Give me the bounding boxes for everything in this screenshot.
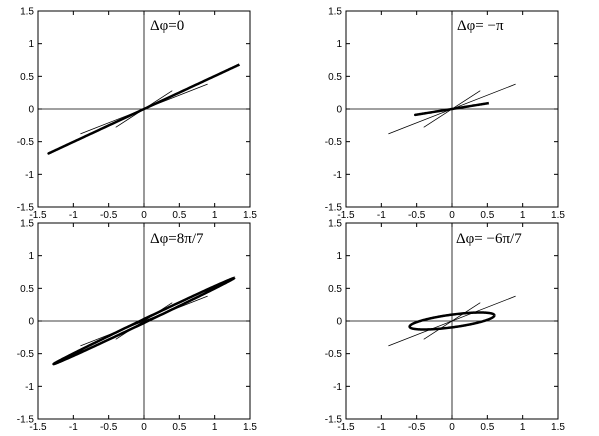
y-tick-label: -1 — [25, 382, 34, 393]
y-tick-label: 1.5 — [328, 7, 342, 18]
panel-title: Δφ=8π/7 — [150, 231, 204, 247]
y-tick-label: -1.5 — [17, 415, 35, 426]
y-tick-label: 1 — [28, 39, 34, 50]
x-tick-label: 0.5 — [480, 210, 494, 221]
x-tick-label: 0 — [141, 422, 147, 433]
x-tick-label: 0 — [449, 422, 455, 433]
y-tick-label: 0.5 — [20, 284, 34, 295]
panel-title: Δφ= −6π/7 — [456, 231, 522, 247]
y-tick-label: 0.5 — [20, 72, 34, 83]
curve-series — [52, 276, 236, 366]
y-tick-label: -1.5 — [17, 203, 35, 214]
x-tick-label: 0.5 — [480, 422, 494, 433]
y-tick-label: 0 — [28, 105, 34, 116]
subplot-1: -1.5 -1 -0.5 0 0.5 1 1.5 -1.5 -1 -0.5 0 0.5 1 1.5 Δφ=0 — [17, 7, 258, 222]
y-tick-label: 0 — [28, 317, 34, 328]
x-tick-label: 1 — [520, 422, 526, 433]
x-tick-label: -1 — [377, 422, 386, 433]
x-tick-label: -1.5 — [29, 422, 47, 433]
y-tick-label: 1 — [28, 251, 34, 262]
x-tick-label: 0 — [141, 210, 147, 221]
x-tick-label: -1 — [69, 422, 78, 433]
x-tick-label: -0.5 — [100, 210, 118, 221]
x-tick-label: -1 — [69, 210, 78, 221]
y-tick-label: -0.5 — [325, 349, 343, 360]
x-tick-label: -1.5 — [337, 210, 355, 221]
y-tick-label: 0.5 — [328, 284, 342, 295]
x-tick-label: -1.5 — [337, 422, 355, 433]
panel-title: Δφ= −π — [457, 18, 504, 34]
y-tick-label: 1.5 — [328, 219, 342, 230]
curve-series — [408, 311, 496, 331]
y-tick-label: -0.5 — [17, 349, 35, 360]
x-tick-label: 1 — [212, 422, 218, 433]
panel-title: Δφ=0 — [150, 18, 184, 34]
y-tick-label: 0.5 — [328, 72, 342, 83]
y-tick-label: 1 — [336, 251, 342, 262]
x-tick-label: -1.5 — [29, 210, 47, 221]
x-tick-label: 0.5 — [172, 210, 186, 221]
guide-segment — [423, 302, 481, 340]
x-tick-label: 1 — [520, 210, 526, 221]
y-tick-label: -1 — [25, 170, 34, 181]
y-tick-label: -0.5 — [17, 137, 35, 148]
y-tick-label: 1.5 — [20, 219, 34, 230]
y-tick-label: 0 — [336, 105, 342, 116]
y-tick-label: 1 — [336, 39, 342, 50]
subplot-2: -1.5 -1 -0.5 0 0.5 1 1.5 -1.5 -1 -0.5 0 0.5 1 1.5 Δφ= … — [325, 7, 566, 222]
y-tick-label: -1 — [333, 382, 342, 393]
x-tick-label: -0.5 — [408, 422, 426, 433]
subplot-3: -1.5 -1 -0.5 0 0.5 1 1.5 -1.5 -1 -0.5 0 0.5 1 1.5 Δφ=8… — [17, 219, 258, 434]
x-tick-label: -0.5 — [100, 422, 118, 433]
y-tick-label: 0 — [336, 317, 342, 328]
y-tick-label: -1.5 — [325, 203, 343, 214]
curve-series — [47, 63, 241, 155]
y-tick-label: -1 — [333, 170, 342, 181]
x-tick-label: 1 — [212, 210, 218, 221]
x-tick-label: 1.5 — [551, 210, 565, 221]
y-tick-label: -0.5 — [325, 137, 343, 148]
x-tick-label: 1.5 — [551, 422, 565, 433]
subplot-4: -1.5 -1 -0.5 0 0.5 1 1.5 -1.5 -1 -0.5 0 0.5 1 1.5 Δφ= … — [325, 219, 566, 434]
y-tick-label: 1.5 — [20, 7, 34, 18]
x-tick-label: -1 — [377, 210, 386, 221]
x-tick-label: -0.5 — [408, 210, 426, 221]
curve-series — [414, 101, 490, 117]
x-tick-label: 1.5 — [243, 210, 257, 221]
y-tick-label: -1.5 — [325, 415, 343, 426]
x-tick-label: 0.5 — [172, 422, 186, 433]
x-tick-label: 1.5 — [243, 422, 257, 433]
x-tick-label: 0 — [449, 210, 455, 221]
